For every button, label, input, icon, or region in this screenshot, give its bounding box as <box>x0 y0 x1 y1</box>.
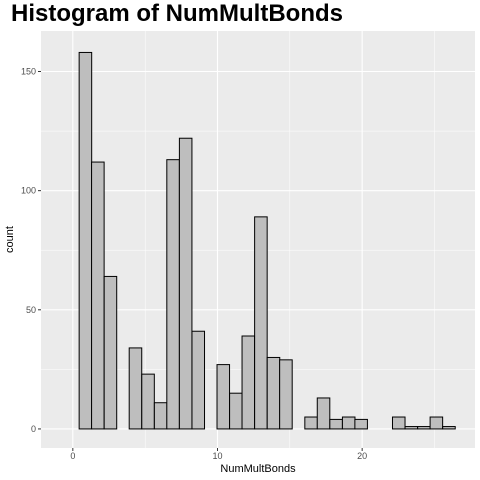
histogram-bars <box>78 51 456 430</box>
histogram-bar <box>216 364 231 430</box>
x-tick-label: 0 <box>70 451 75 461</box>
histogram-bar <box>316 397 331 430</box>
histogram-bar <box>153 402 168 430</box>
chart-title: Histogram of NumMultBonds <box>11 0 343 27</box>
histogram-bar <box>103 275 118 430</box>
histogram-bar <box>78 51 93 430</box>
histogram-bar <box>279 359 293 430</box>
histogram-bar <box>254 216 268 430</box>
y-tick-label: 0 <box>31 424 36 434</box>
histogram-bar <box>429 416 444 430</box>
y-axis: 0 50 100 150 <box>21 67 41 434</box>
histogram-bar <box>391 416 406 430</box>
histogram-bar <box>191 330 206 430</box>
histogram-bar <box>166 159 180 430</box>
histogram-bar <box>417 426 431 430</box>
y-tick-label: 100 <box>21 186 36 196</box>
histogram-bar <box>442 426 456 430</box>
y-tick-label: 150 <box>21 67 36 77</box>
histogram-bar <box>241 335 256 430</box>
histogram-bar <box>341 416 356 430</box>
x-tick-label: 10 <box>212 451 222 461</box>
x-axis-title: NumMultBonds <box>220 463 296 475</box>
x-tick-label: 20 <box>357 451 367 461</box>
histogram-bar <box>128 347 143 430</box>
histogram-bar <box>229 392 243 430</box>
x-axis: 0 10 20 <box>70 448 367 461</box>
histogram-bar <box>329 418 343 430</box>
histogram-bar <box>178 137 193 430</box>
histogram-bar <box>304 416 318 430</box>
y-axis-title: count <box>4 226 16 253</box>
histogram-bar <box>354 418 368 430</box>
y-tick-label: 50 <box>26 305 36 315</box>
histogram-bar <box>91 161 105 430</box>
histogram-bar <box>141 373 155 430</box>
histogram-bar <box>266 356 281 430</box>
histogram-bar <box>404 426 419 430</box>
